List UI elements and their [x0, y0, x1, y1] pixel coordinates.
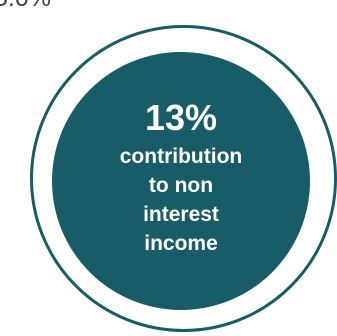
cropped-percentage-text: 5.0%5	[0, 0, 59, 11]
stat-caption-line-2: to non	[148, 174, 214, 197]
stat-caption-line-1: contribution	[119, 145, 243, 168]
stat-caption-line-3: interest	[143, 203, 219, 226]
stat-value: 13%	[144, 97, 218, 138]
stat-caption-line-4: income	[144, 232, 218, 255]
cropped-percentage-value: 5.0%	[0, 0, 51, 12]
stat-badge-disc: 13% contribution to non interest income	[52, 52, 310, 310]
